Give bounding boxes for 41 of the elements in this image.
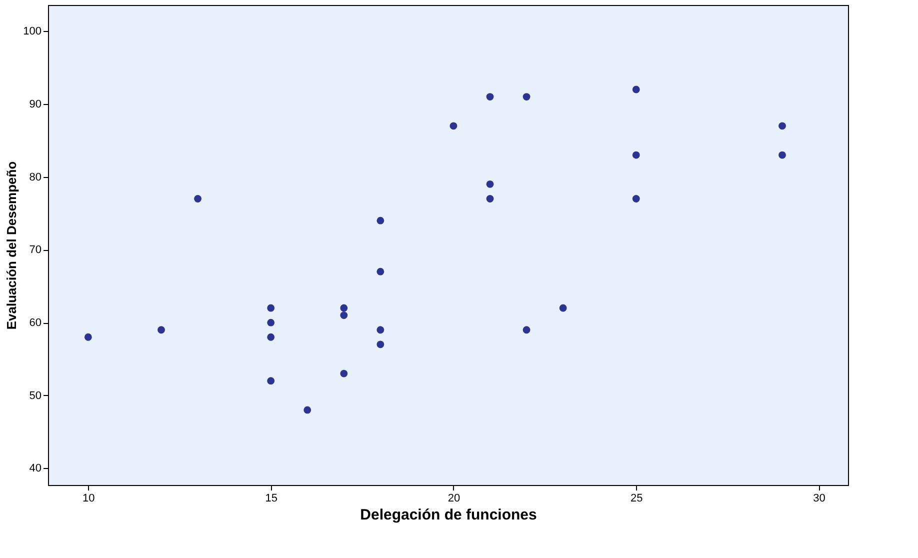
point — [340, 370, 348, 378]
point — [486, 180, 494, 188]
x-axis-title: Delegación de funciones — [360, 506, 537, 524]
point — [486, 195, 494, 202]
y-tick-label: 100 — [23, 26, 42, 38]
point — [340, 312, 348, 319]
point — [522, 326, 530, 334]
point — [376, 268, 384, 276]
point — [450, 122, 458, 130]
x-tick-label: 30 — [813, 492, 826, 504]
x-tick-label: 10 — [82, 492, 95, 504]
x-tick-label: 15 — [265, 492, 278, 504]
x-tick-label: 20 — [448, 492, 460, 504]
point — [778, 151, 786, 159]
x-tick-label: 25 — [630, 492, 643, 504]
point — [267, 333, 275, 341]
point — [267, 318, 275, 326]
point — [632, 86, 640, 94]
point — [632, 195, 640, 202]
point — [267, 304, 275, 312]
point — [267, 377, 275, 385]
point — [376, 340, 384, 348]
point — [632, 151, 640, 159]
point — [376, 216, 384, 224]
point — [194, 195, 202, 202]
y-tick-label: 60 — [29, 317, 42, 330]
point — [84, 333, 92, 341]
y-tick-label: 70 — [29, 244, 42, 256]
y-axis-title: Evaluación del Desempeño — [4, 161, 20, 330]
y-tick-label: 50 — [29, 390, 42, 402]
y-tick-label: 80 — [29, 171, 42, 184]
point — [559, 304, 567, 312]
point — [486, 93, 494, 100]
y-tick-label: 90 — [29, 98, 42, 111]
point — [304, 406, 312, 414]
point — [778, 122, 786, 130]
point — [376, 326, 384, 334]
point — [522, 93, 530, 100]
point — [340, 304, 348, 312]
y-tick-label: 40 — [29, 462, 42, 475]
point — [158, 326, 165, 334]
